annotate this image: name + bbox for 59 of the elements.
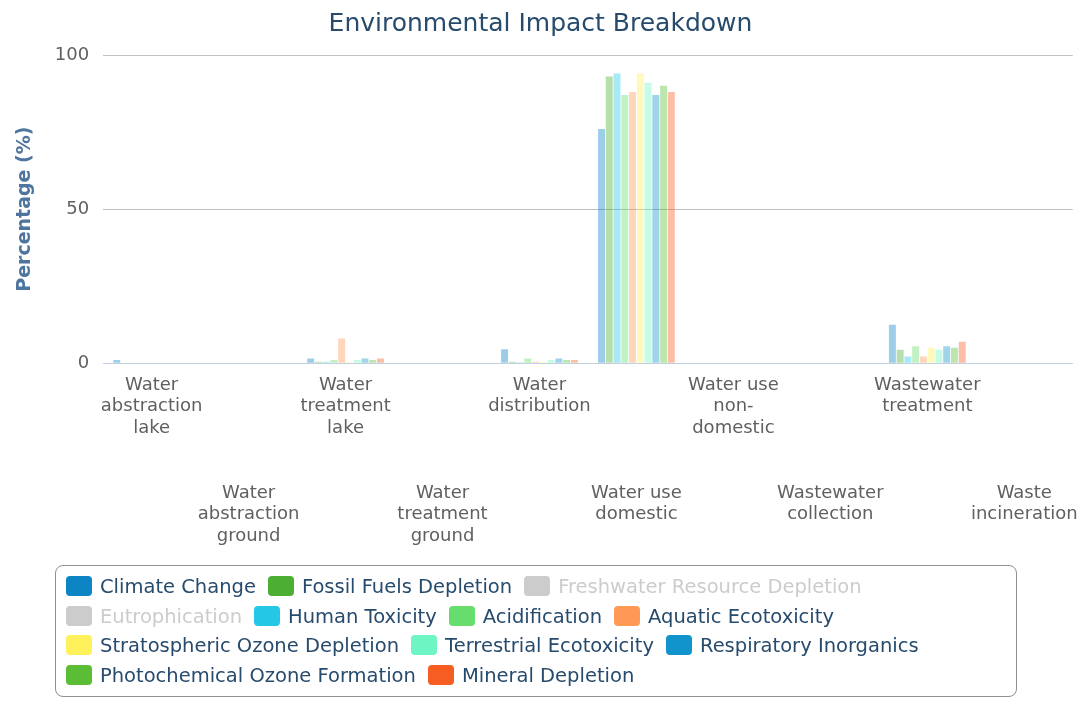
legend-label: Human Toxicity (288, 604, 437, 628)
bar (555, 358, 563, 363)
bar (927, 347, 935, 363)
bar (547, 360, 555, 363)
y-tick-label: 50 (66, 196, 90, 218)
bar (660, 85, 668, 363)
bar (501, 349, 509, 363)
legend-label: Climate Change (100, 575, 256, 598)
legend-label: Aquatic Ecotoxicity (648, 604, 834, 628)
bar (361, 358, 369, 363)
y-tick-label: 100 (54, 42, 90, 64)
bar (524, 358, 532, 363)
bar (330, 360, 338, 363)
bar (644, 82, 652, 363)
bar (667, 91, 675, 363)
x-tick-label: Wastewater treatment (874, 372, 982, 416)
legend-label: Mineral Depletion (461, 663, 635, 687)
bar (376, 358, 384, 363)
bar (605, 76, 613, 363)
bar (919, 356, 927, 363)
bar (307, 358, 315, 363)
x-tick-label: Water treatment lake (300, 372, 391, 437)
x-tick-label: Water use non-domestic (687, 372, 779, 437)
chart-title: Environmental Impact Breakdown (327, 8, 754, 37)
x-tick-label: Wastewater collection (777, 480, 885, 524)
x-tick-label: Water abstraction lake (100, 372, 203, 437)
legend-label: Stratospheric Ozone Depletion (100, 634, 400, 657)
bar (338, 338, 346, 363)
y-tick-label: 0 (77, 350, 90, 372)
x-tick-label: Water use domestic (591, 480, 682, 524)
bar (943, 346, 951, 363)
bar (369, 360, 377, 363)
bar (613, 73, 621, 363)
y-axis-title: Percentage (%) (12, 126, 35, 292)
bar (935, 349, 943, 363)
bar (563, 360, 571, 363)
bar (904, 356, 912, 363)
x-tick-label: Water treatment ground (397, 480, 488, 545)
legend-label: Terrestrial Ecotoxicity (445, 634, 654, 657)
bar (636, 73, 644, 363)
bar (598, 128, 606, 363)
legend-label: Respiratory Inorganics (699, 634, 919, 657)
bar (652, 95, 660, 363)
bar (950, 347, 958, 363)
bar (621, 95, 629, 363)
x-tick-label: Waste incineration (970, 480, 1078, 524)
bar (912, 346, 920, 363)
legend-label: Fossil Fuels Depletion (301, 575, 513, 598)
x-tick-label: Water abstraction ground (197, 480, 300, 545)
bar (888, 324, 896, 363)
legend-label: Acidification (482, 604, 603, 628)
legend-label: Photochemical Ozone Formation (100, 663, 416, 687)
bar (629, 91, 637, 363)
bar (113, 360, 121, 363)
bar (570, 360, 578, 363)
bar (958, 341, 966, 363)
bar (353, 360, 361, 363)
bar (896, 349, 904, 363)
x-tick-label: Water distribution (488, 372, 591, 416)
